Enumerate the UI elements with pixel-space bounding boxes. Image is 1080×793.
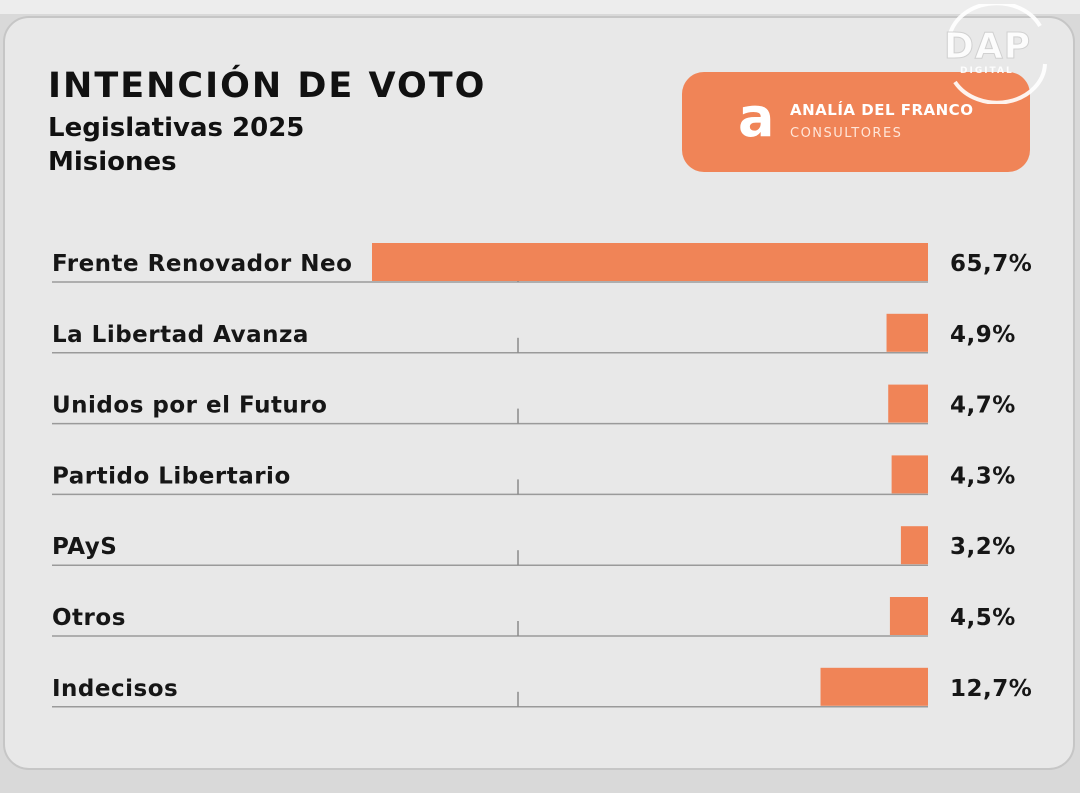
category-label: Unidos por el Futuro — [52, 393, 327, 419]
chart-subtitle-region: Misiones — [48, 147, 177, 177]
watermark-ring-icon — [948, 1, 1047, 105]
pollster-tagline: CONSULTORES — [790, 126, 903, 141]
watermark-subtext: DIGITAL — [960, 66, 1014, 76]
top-strip — [0, 0, 1080, 14]
pollster-name: ANALÍA DEL FRANCO — [790, 101, 974, 119]
bar — [900, 526, 928, 565]
value-label: 4,3% — [950, 463, 1016, 489]
pollster-logo-mark: a — [738, 86, 775, 149]
category-label: Partido Libertario — [52, 463, 291, 489]
value-label: 65,7% — [950, 251, 1032, 277]
bar — [372, 243, 928, 281]
bar — [889, 597, 928, 635]
chart-subtitle-election: Legislativas 2025 — [48, 113, 305, 143]
chart-title: INTENCIÓN DE VOTO — [48, 66, 487, 106]
value-label: 3,2% — [950, 534, 1016, 560]
category-label: Otros — [52, 605, 126, 631]
value-label: 12,7% — [950, 676, 1032, 702]
bar — [886, 313, 928, 352]
value-label: 4,7% — [950, 393, 1016, 419]
bar — [891, 455, 928, 494]
dap-watermark: DAP DIGITAL — [930, 1, 1060, 105]
bar — [888, 384, 928, 423]
pollster-logo: a ANALÍA DEL FRANCO CONSULTORES — [682, 72, 1030, 172]
bar — [820, 667, 928, 706]
category-label: Frente Renovador Neo — [52, 251, 352, 277]
category-label: La Libertad Avanza — [52, 322, 309, 348]
value-label: 4,5% — [950, 605, 1016, 631]
category-label: PAyS — [52, 534, 117, 560]
value-label: 4,9% — [950, 322, 1016, 348]
category-label: Indecisos — [52, 676, 178, 702]
watermark-text: DAP — [943, 26, 1032, 68]
